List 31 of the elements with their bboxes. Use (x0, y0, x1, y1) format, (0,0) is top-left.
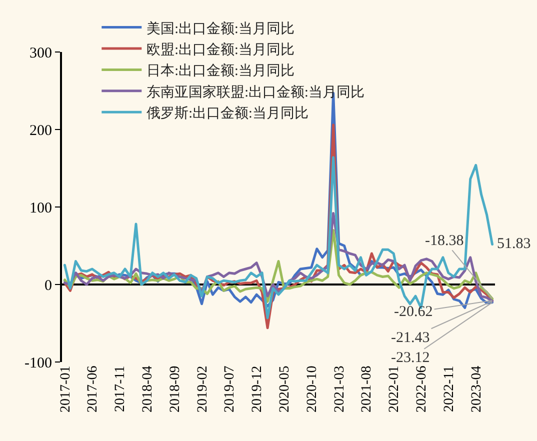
x-tick-label: 2017-06 (86, 366, 101, 412)
x-tick-label: 2018-09 (168, 366, 183, 412)
x-tick-label: 2022-01 (387, 366, 402, 412)
data-label: -21.43 (391, 330, 430, 346)
legend-label: 欧盟:出口金额:当月同比 (146, 42, 294, 58)
x-tick-label: 2019-07 (222, 366, 238, 412)
legend-label: 美国:出口金额:当月同比 (146, 20, 294, 37)
legend-label: 日本:出口金额:当月同比 (146, 63, 294, 80)
y-tick-label: 100 (30, 200, 52, 216)
y-tick-label: 200 (30, 122, 52, 139)
x-tick-label: 2019-12 (250, 366, 266, 412)
data-label: -20.62 (394, 304, 433, 320)
y-tick-label: 0 (44, 278, 52, 294)
x-tick-label: 2019-02 (195, 366, 210, 412)
data-label: 51.83 (497, 236, 531, 252)
data-label: -18.38 (425, 233, 464, 249)
x-tick-label: 2017-11 (113, 366, 128, 412)
x-tick-label: 2021-03 (332, 366, 348, 412)
x-tick-label: 2022-06 (414, 366, 430, 412)
x-tick-label: 2020-10 (304, 366, 320, 412)
legend-label: 东南亚国家联盟:出口金额:当月同比 (146, 84, 364, 100)
x-tick-label: 2018-04 (140, 366, 156, 412)
x-tick-label: 2020-05 (278, 366, 293, 412)
x-tick-label: 2017-01 (58, 366, 74, 412)
y-tick-label: 300 (30, 45, 52, 62)
x-tick-label: 2022-11 (442, 366, 457, 412)
y-tick-label: -100 (24, 355, 52, 372)
x-tick-label: 2021-08 (360, 366, 375, 412)
x-tick-label: 2023-04 (469, 366, 484, 412)
data-label: -23.12 (391, 350, 430, 366)
legend-label: 俄罗斯:出口金额:当月同比 (146, 106, 308, 122)
